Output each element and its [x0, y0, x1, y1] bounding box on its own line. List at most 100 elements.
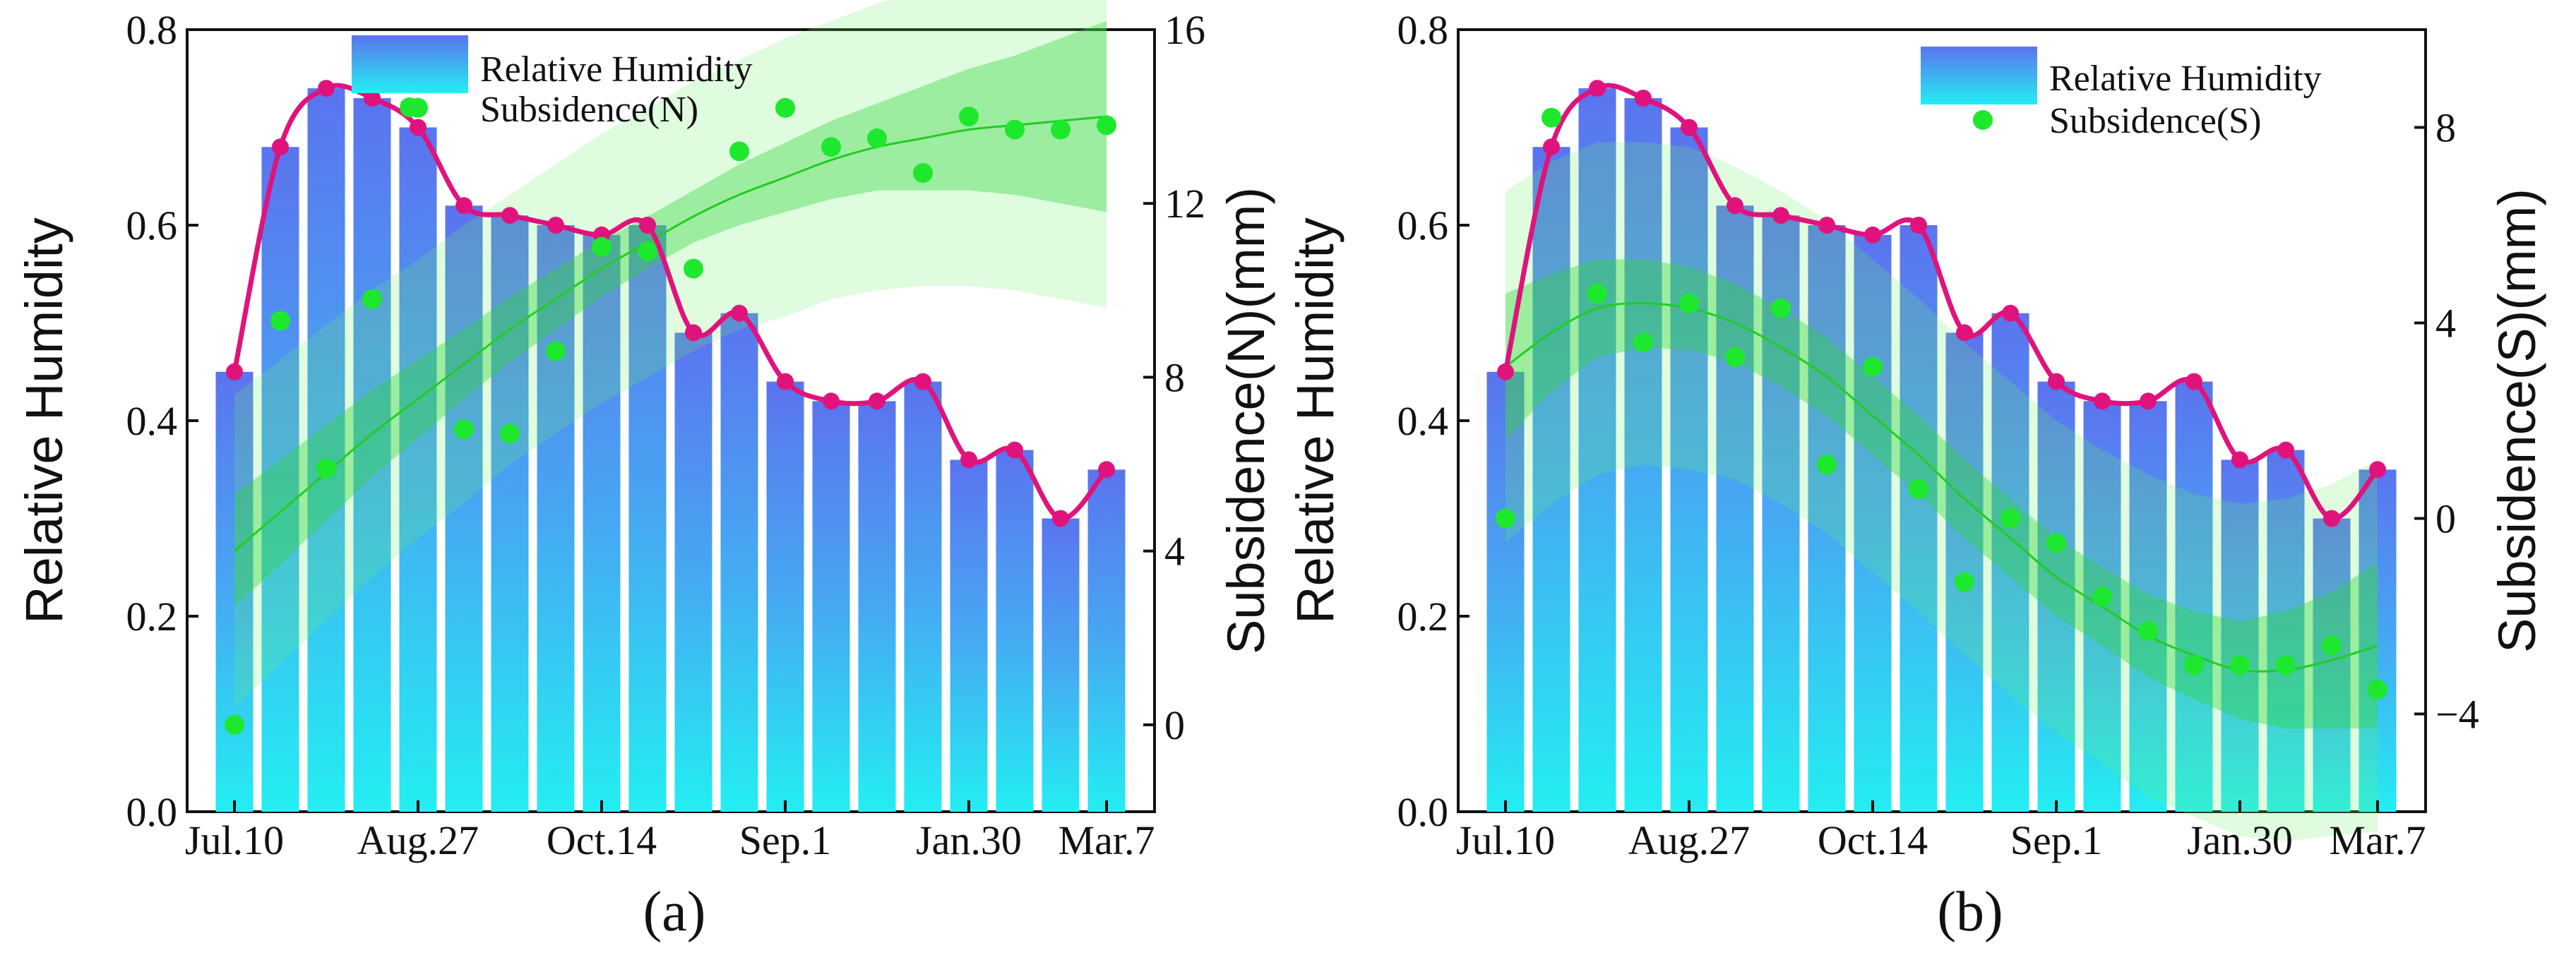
subsidence-point — [454, 419, 474, 440]
subsidence-point — [684, 258, 703, 279]
x-tick-label: Jan.30 — [2187, 817, 2293, 863]
legend-label-humidity: Relative Humidity — [2049, 59, 2322, 99]
humidity-point — [1864, 226, 1881, 244]
humidity-bar — [1486, 371, 1525, 812]
subsidence-point — [2046, 533, 2066, 553]
humidity-point — [2323, 510, 2340, 527]
humidity-bar — [2359, 469, 2397, 812]
right-tick-label: 0 — [2435, 496, 2456, 542]
subsidence-point — [1679, 293, 1699, 313]
left-tick-label: 0.6 — [126, 203, 178, 248]
subsidence-point — [2000, 508, 2020, 529]
x-tick-label: Jan.30 — [916, 817, 1022, 863]
right-tick-label: 12 — [1164, 181, 1205, 227]
subsidence-point — [2092, 587, 2112, 607]
humidity-point — [1589, 80, 1606, 97]
humidity-bar — [2221, 460, 2259, 812]
legend-dot-swatch — [1973, 110, 1993, 130]
humidity-point — [1497, 363, 1514, 380]
panel-label: (b) — [1937, 881, 2003, 943]
confidence-band — [234, 20, 1107, 608]
x-tick-label: Jul.10 — [1456, 817, 1555, 863]
humidity-bar — [353, 98, 391, 812]
humidity-bar — [2037, 381, 2075, 812]
humidity-bar — [1087, 469, 1126, 812]
humidity-bar — [491, 215, 529, 812]
humidity-point — [1098, 461, 1115, 479]
left-tick-label: 0.4 — [1397, 398, 1449, 444]
subsidence-point — [775, 97, 795, 118]
humidity-bar — [307, 88, 345, 812]
left-tick-label: 0.8 — [126, 7, 178, 53]
humidity-bar — [583, 234, 621, 812]
left-axis-title: Relative Humidity — [1286, 217, 1344, 624]
humidity-bar — [2267, 450, 2305, 812]
subsidence-point — [1097, 115, 1116, 136]
humidity-point — [1543, 138, 1560, 156]
humidity-point — [2369, 461, 2386, 479]
subsidence-point — [2322, 635, 2342, 656]
subsidence-point — [1542, 107, 1561, 128]
humidity-point — [501, 207, 518, 224]
humidity-point — [823, 392, 840, 410]
right-tick-label: 4 — [1164, 529, 1185, 575]
left-tick-label: 0.2 — [126, 594, 178, 639]
humidity-point — [2186, 373, 2202, 390]
humidity-point — [1052, 510, 1069, 527]
x-tick-label: Oct.14 — [547, 817, 657, 863]
panel-label: (a) — [643, 881, 706, 943]
subsidence-point — [270, 311, 290, 331]
subsidence-point — [959, 107, 979, 127]
humidity-bar — [1716, 205, 1754, 812]
humidity-bar — [1900, 225, 1938, 812]
humidity-point — [914, 373, 931, 390]
humidity-point — [777, 373, 794, 390]
humidity-point — [639, 217, 656, 234]
humidity-point — [960, 451, 977, 469]
x-tick-label: Mar.7 — [2330, 817, 2426, 863]
prediction-band — [234, 0, 1107, 708]
subsidence-point — [2276, 655, 2296, 675]
x-tick-label: Aug.27 — [1628, 817, 1750, 863]
left-axis-title: Relative Humidity — [15, 217, 73, 624]
humidity-point — [2140, 392, 2157, 410]
humidity-bar — [950, 460, 988, 812]
humidity-bar — [1578, 88, 1616, 812]
humidity-bar — [812, 401, 850, 812]
humidity-point — [410, 119, 427, 136]
humidity-bar — [1624, 98, 1662, 812]
subsidence-point — [2230, 655, 2250, 675]
humidity-bar — [1532, 147, 1570, 812]
subsidence-point — [1817, 455, 1837, 475]
subsidence-point — [1587, 284, 1607, 304]
x-tick-label: Oct.14 — [1818, 817, 1928, 863]
humidity-bar — [674, 332, 712, 812]
left-tick-label: 0.6 — [1397, 203, 1449, 248]
humidity-bar — [2175, 381, 2213, 812]
humidity-point — [731, 304, 748, 322]
humidity-point — [1910, 217, 1927, 234]
humidity-point — [2048, 373, 2065, 390]
subsidence-point — [867, 128, 887, 148]
humidity-bar — [858, 401, 896, 812]
subsidence-point — [913, 163, 933, 184]
x-tick-label: Aug.27 — [357, 817, 479, 863]
subsidence-point — [546, 341, 566, 361]
humidity-bar — [766, 381, 804, 812]
right-tick-label: 8 — [2435, 105, 2456, 151]
left-tick-label: 0.8 — [1397, 7, 1449, 53]
humidity-point — [2002, 304, 2019, 322]
subsidence-point — [2138, 620, 2158, 641]
legend-label-humidity: Relative Humidity — [480, 49, 753, 90]
left-tick-label: 0.4 — [126, 398, 178, 444]
x-tick-label: Sep.1 — [2010, 817, 2103, 863]
panel-a: 0.0 0.2 0.4 0.6 0.8 0 4 8 12 16 Jul.10 Aug.27 Oct.14… — [15, 0, 1275, 943]
humidity-bar — [1991, 313, 2029, 812]
humidity-bar — [1854, 234, 1892, 812]
panel-b: 0.0 0.2 0.4 0.6 0.8 −4 0 4 8 Jul.10 Aug.27 Oct.14 Se… — [1286, 7, 2546, 943]
subsidence-point — [638, 241, 657, 261]
humidity-bar — [2313, 518, 2351, 812]
humidity-bar — [1808, 225, 1846, 812]
humidity-point — [2231, 451, 2248, 469]
right-axis-title: Subsidence(S)(mm) — [2488, 188, 2546, 653]
